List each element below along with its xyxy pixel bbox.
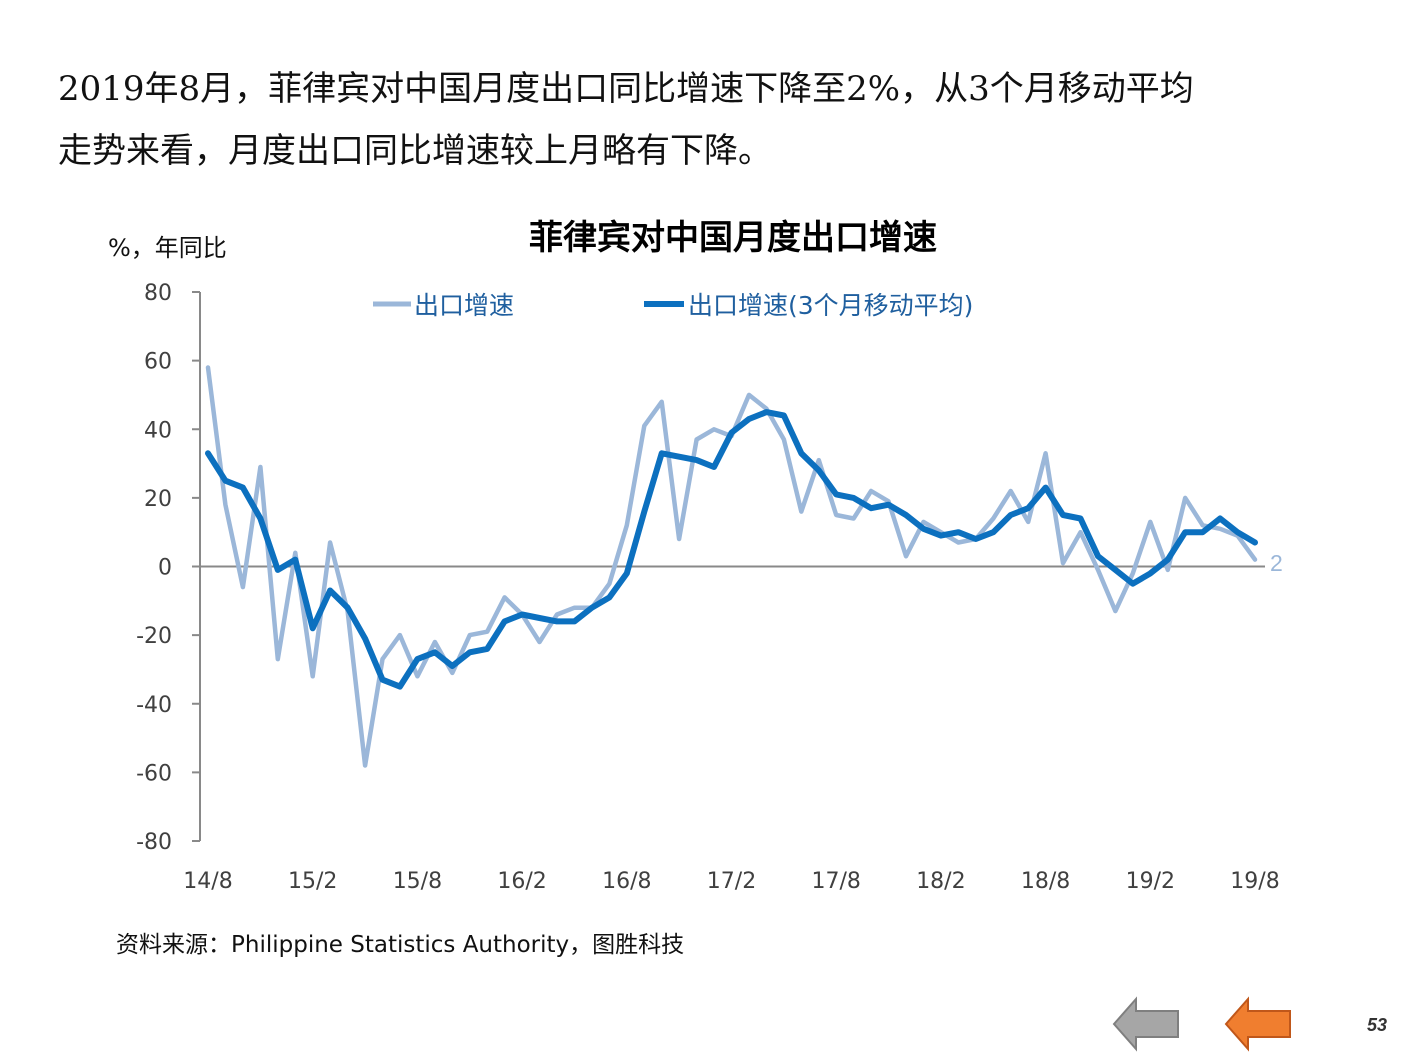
legend: 出口增速 出口增速(3个月移动平均): [373, 291, 973, 320]
series-line-ma: [205, 409, 1258, 690]
headline-line-2: 走势来看，月度出口同比增速较上月略有下降。: [58, 131, 772, 171]
legend-label-raw: 出口增速: [414, 291, 514, 320]
previous-page-button[interactable]: [1222, 995, 1294, 1053]
series-layer: [205, 365, 1258, 768]
y-tick-label: -20: [136, 624, 172, 649]
x-tick-label: 15/8: [393, 869, 442, 894]
y-tick-label: -80: [136, 830, 172, 855]
x-tick-label: 17/2: [707, 869, 756, 894]
x-tick-label: 19/8: [1230, 869, 1279, 894]
headline-line-1: 2019年8月，菲律宾对中国月度出口同比增速下降至2%，从3个月移动平均: [58, 69, 1194, 109]
x-tick-label: 18/2: [916, 869, 965, 894]
y-tick-label: -40: [136, 693, 172, 718]
y-tick-label: 60: [144, 350, 172, 375]
x-tick-label: 16/2: [497, 869, 546, 894]
y-tick-label: 40: [144, 418, 172, 443]
x-tick-label: 17/8: [811, 869, 860, 894]
page-number: 53: [1367, 1015, 1388, 1035]
x-tick-label: 18/8: [1021, 869, 1070, 894]
headline: 2019年8月，菲律宾对中国月度出口同比增速下降至2%，从3个月移动平均 走势来…: [58, 58, 1378, 182]
chart-title: 菲律宾对中国月度出口增速: [529, 218, 937, 258]
axes: 80 60 40 20 0 -20 -40 -60 -80 14/8 15/2 15/8 16/2 16/…: [136, 281, 1280, 894]
legend-label-ma: 出口增速(3个月移动平均): [688, 291, 973, 320]
left-arrow-icon: [1224, 996, 1291, 1052]
source-note: 资料来源：Philippine Statistics Authority，图胜科…: [116, 932, 685, 958]
y-tick-label: 80: [144, 281, 172, 306]
x-tick-label: 14/8: [183, 869, 232, 894]
back-button[interactable]: [1110, 995, 1182, 1053]
y-tick-label: 0: [158, 556, 172, 581]
x-tick-label: 19/2: [1126, 869, 1175, 894]
y-tick-label: 20: [144, 487, 172, 512]
end-value-label: 2: [1270, 550, 1283, 576]
y-tick-label: -60: [136, 761, 172, 786]
x-tick-label: 16/8: [602, 869, 651, 894]
y-axis-unit-label: %，年同比: [108, 234, 227, 262]
x-tick-label: 15/2: [288, 869, 337, 894]
left-arrow-icon: [1112, 996, 1179, 1052]
